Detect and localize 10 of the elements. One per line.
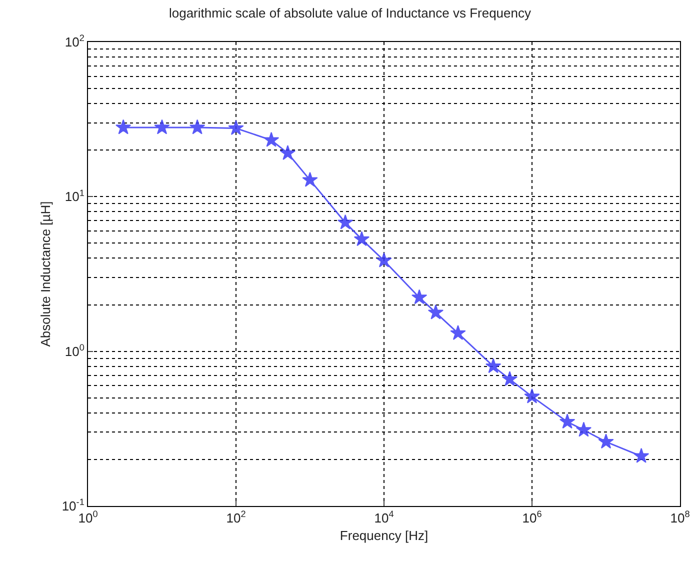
x-tick-label: 10$^{4}$	[374, 509, 394, 526]
y-tick-label: 10$^{0}$	[64, 342, 84, 359]
y-tick-label: 10$^{2}$	[64, 33, 84, 50]
y-axis-title: Absolute Inductance [µH]	[38, 201, 53, 347]
x-tick-label: 10$^{2}$	[226, 509, 246, 526]
x-tick-label: 10$^{8}$	[670, 509, 690, 526]
y-tick-label: 10$^{1}$	[64, 188, 84, 204]
x-axis-title: Frequency [Hz]	[340, 528, 428, 544]
x-tick-label: 10$^{6}$	[522, 509, 542, 526]
chart-title: logarithmic scale of absolute value of Inductance vs Frequency	[168, 6, 532, 21]
